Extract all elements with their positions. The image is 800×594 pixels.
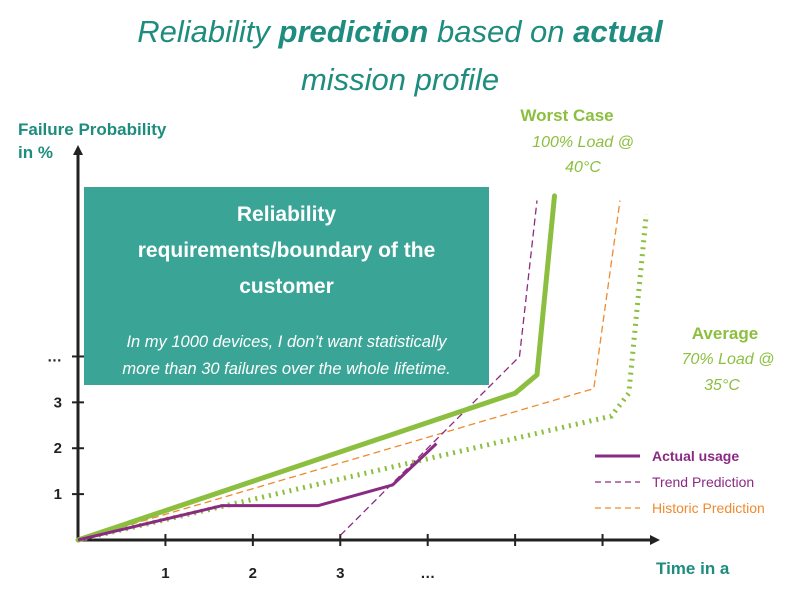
average-title: Average [692,324,758,343]
requirements-box: Reliability requirements/boundary of the… [84,187,489,385]
series-actual-usage [77,442,438,542]
requirements-text-line1: In my 1000 devices, I don’t want statist… [126,333,447,351]
worst-case-line1: 100% Load @ [532,134,634,151]
legend-label-actual-usage: Actual usage [652,448,739,464]
y-tick-label-0: 1 [54,486,62,503]
series-trend-prediction [339,200,538,536]
legend-label-historic-prediction: Historic Prediction [652,500,765,516]
y-axis-label-line1: Failure Probability [18,120,167,139]
title-segment-3: actual [573,14,663,49]
x-tick-label-1: 2 [249,565,257,582]
y-tick-label-1: 2 [54,440,62,457]
requirements-text-line2: more than 30 failures over the whole lif… [122,360,451,378]
series-historic-prediction [77,200,621,541]
title-segment-2: based on [428,14,574,49]
worst-case-line2: 40°C [565,159,601,176]
y-tick-label-3: … [47,348,62,365]
chart-title-line2: mission profile [300,62,500,97]
x-axis-label: Time in a [656,559,730,578]
x-tick-label-2: 3 [336,565,344,582]
series-average [77,213,649,543]
average-line1: 70% Load @ [682,351,775,368]
worst-case-title: Worst Case [520,106,613,125]
title-segment-1: prediction [278,14,429,49]
legend-label-trend-prediction: Trend Prediction [652,474,754,490]
average-line2: 35°C [704,377,740,394]
requirements-heading-line3: customer [239,275,334,298]
requirements-heading-line1: Reliability [236,203,337,226]
series-worst-case [75,193,557,543]
x-tick-label-0: 1 [161,565,169,582]
title-segment-0: Reliability [137,14,279,49]
chart-title-line1: Reliability prediction based on actual [0,14,800,50]
y-tick-label-2: 3 [54,394,62,411]
requirements-heading-line2: requirements/boundary of the [137,239,436,262]
x-tick-label-3: … [420,565,435,582]
y-axis-label-line2: in % [18,143,53,162]
